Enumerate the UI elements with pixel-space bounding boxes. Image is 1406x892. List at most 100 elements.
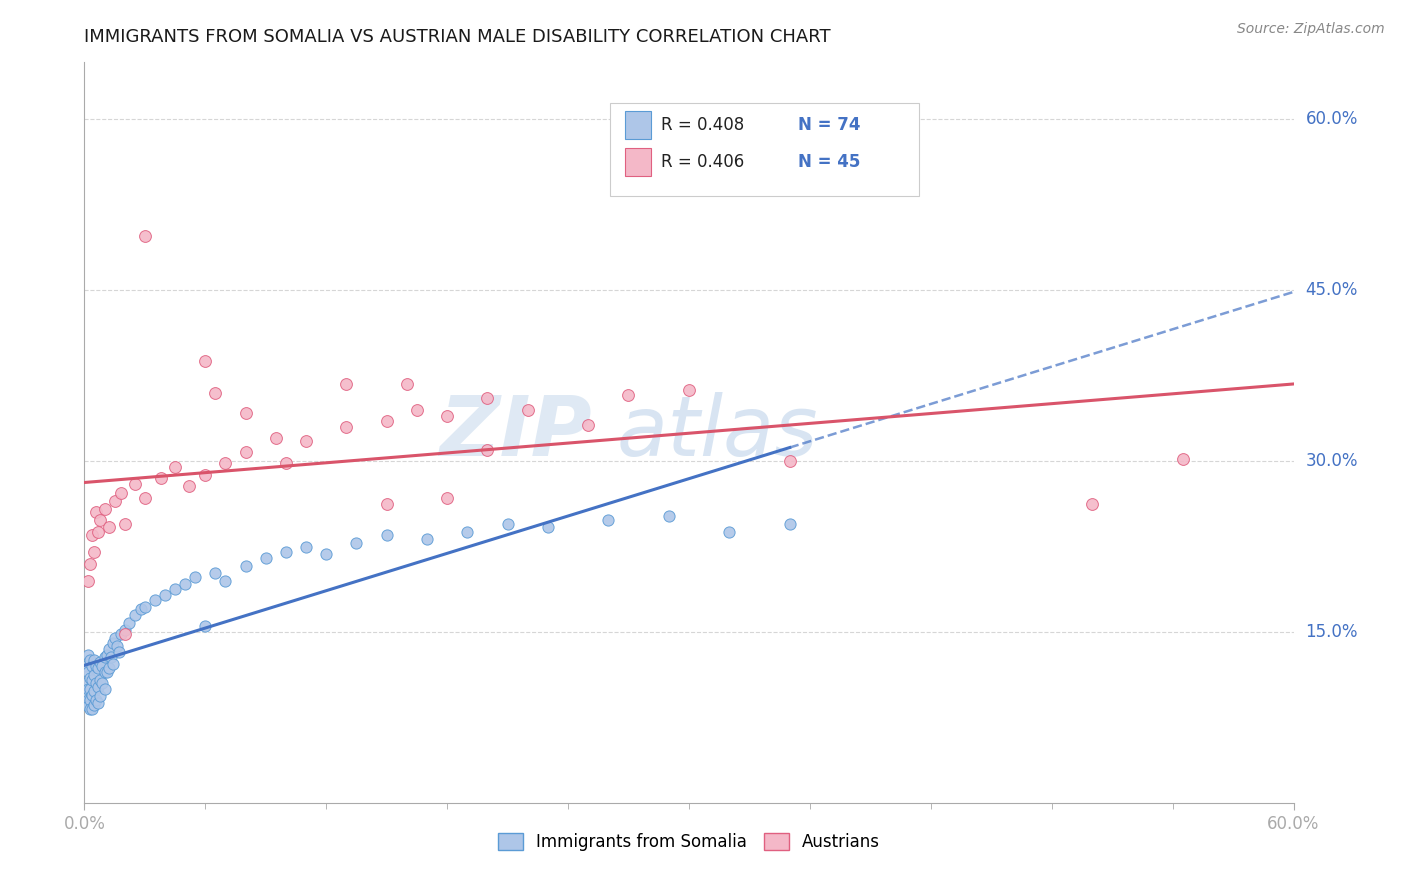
Point: [79, 702, 101, 716]
Point: [658, 508, 681, 523]
Point: [114, 516, 136, 531]
Point: [214, 456, 236, 470]
Point: [496, 516, 519, 531]
FancyBboxPatch shape: [610, 103, 918, 195]
Text: N = 45: N = 45: [797, 153, 860, 171]
Point: [87, 696, 110, 710]
Point: [77, 681, 100, 696]
Point: [375, 414, 398, 428]
Legend: Immigrants from Somalia, Austrians: Immigrants from Somalia, Austrians: [491, 826, 887, 857]
Point: [235, 406, 257, 420]
Point: [718, 524, 741, 539]
Point: [107, 645, 129, 659]
Point: [779, 454, 801, 468]
Point: [79, 693, 101, 707]
Point: [89, 689, 111, 703]
Point: [477, 392, 499, 406]
Point: [79, 653, 101, 667]
Point: [89, 655, 111, 669]
Point: [149, 471, 172, 485]
Point: [274, 456, 297, 470]
Point: [79, 671, 101, 685]
Point: [204, 566, 226, 580]
Point: [477, 442, 499, 457]
Point: [83, 545, 105, 559]
Point: [254, 550, 277, 565]
Point: [104, 631, 127, 645]
Point: [83, 698, 105, 712]
Text: 30.0%: 30.0%: [1306, 452, 1358, 470]
Point: [82, 528, 104, 542]
Point: [129, 602, 152, 616]
Point: [86, 676, 108, 690]
Point: [114, 623, 136, 637]
Point: [82, 702, 104, 716]
Text: IMMIGRANTS FROM SOMALIA VS AUSTRIAN MALE DISABILITY CORRELATION CHART: IMMIGRANTS FROM SOMALIA VS AUSTRIAN MALE…: [84, 28, 831, 45]
Text: ZIP: ZIP: [440, 392, 592, 473]
Point: [89, 673, 111, 687]
Point: [1171, 451, 1194, 466]
Point: [104, 494, 127, 508]
Point: [77, 574, 100, 588]
Point: [335, 420, 357, 434]
Point: [375, 528, 398, 542]
Point: [100, 650, 122, 665]
Point: [75, 659, 97, 673]
Point: [295, 434, 318, 448]
Point: [86, 505, 108, 519]
Text: R = 0.406: R = 0.406: [661, 153, 744, 171]
FancyBboxPatch shape: [624, 148, 651, 177]
Point: [75, 688, 97, 702]
Text: Source: ZipAtlas.com: Source: ZipAtlas.com: [1237, 22, 1385, 37]
Point: [75, 676, 97, 690]
Point: [83, 653, 105, 667]
Point: [576, 417, 599, 432]
Point: [110, 486, 132, 500]
Point: [79, 557, 101, 571]
Point: [194, 467, 217, 482]
Point: [134, 491, 156, 505]
Text: 45.0%: 45.0%: [1306, 281, 1358, 299]
Point: [77, 665, 100, 679]
Point: [77, 648, 100, 662]
Point: [204, 385, 226, 400]
Point: [235, 445, 257, 459]
Point: [375, 497, 398, 511]
Point: [346, 536, 368, 550]
Point: [118, 615, 141, 630]
Point: [105, 639, 128, 653]
Point: [93, 665, 115, 679]
Point: [114, 627, 136, 641]
Point: [214, 574, 236, 588]
Point: [153, 589, 176, 603]
Point: [516, 402, 538, 417]
Point: [295, 540, 318, 554]
Point: [97, 520, 120, 534]
Text: N = 74: N = 74: [797, 116, 860, 135]
Point: [184, 570, 207, 584]
Point: [101, 657, 124, 671]
Point: [598, 513, 620, 527]
Point: [87, 680, 110, 694]
Point: [87, 524, 110, 539]
Text: 60.0%: 60.0%: [1306, 111, 1358, 128]
Point: [91, 676, 114, 690]
Point: [617, 388, 640, 402]
Point: [77, 693, 100, 707]
Point: [82, 673, 104, 687]
Point: [96, 648, 118, 662]
Point: [436, 491, 458, 505]
Point: [97, 661, 120, 675]
Text: R = 0.408: R = 0.408: [661, 116, 744, 135]
Point: [436, 409, 458, 423]
Point: [179, 479, 201, 493]
Point: [406, 402, 429, 417]
Point: [315, 548, 337, 562]
Point: [194, 354, 217, 368]
Point: [124, 607, 146, 622]
Point: [264, 431, 287, 445]
FancyBboxPatch shape: [624, 112, 651, 139]
Point: [134, 599, 156, 614]
Point: [678, 384, 700, 398]
Point: [395, 376, 418, 391]
